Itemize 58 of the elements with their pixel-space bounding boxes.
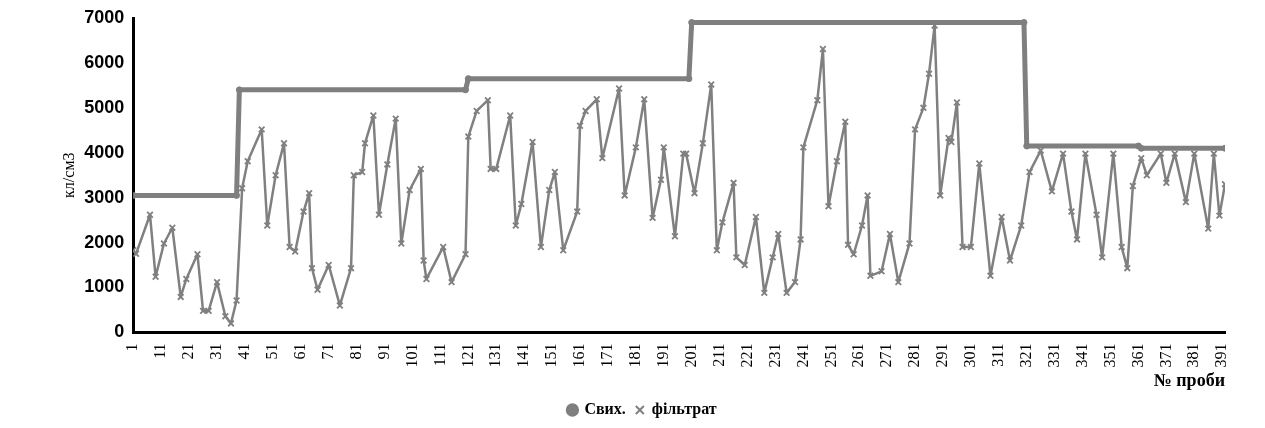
x-tick-label: 101 — [402, 343, 420, 368]
x-tick-label: 41 — [235, 343, 253, 360]
y-tick-label: 2000 — [84, 231, 125, 252]
x-tick-label: 301 — [961, 343, 979, 368]
y-tick-label: 1000 — [84, 276, 125, 297]
x-tick-label: 241 — [793, 343, 811, 368]
x-tick-label: 361 — [1128, 343, 1146, 368]
x-tick-label: 121 — [458, 343, 476, 368]
point — [1023, 142, 1031, 150]
x-tick-label: 371 — [1156, 343, 1174, 368]
y-tick-label: 3000 — [84, 186, 125, 207]
point — [464, 75, 472, 83]
point — [1020, 18, 1028, 26]
x-tick-label: 61 — [290, 343, 308, 360]
x-tick-label: 171 — [598, 343, 616, 368]
y-axis-title: кл/см3 — [59, 152, 77, 198]
x-tick-label: 21 — [179, 343, 197, 360]
x-tick-label: 181 — [626, 343, 644, 368]
x-tick-label: 151 — [542, 343, 560, 368]
x-tick-label: 11 — [151, 343, 169, 359]
x-tick-label: 251 — [821, 343, 839, 368]
y-tick-label: 6000 — [84, 51, 125, 72]
x-tick-label: 131 — [486, 343, 504, 368]
x-tick-label: 281 — [905, 343, 923, 368]
x-tick-label: 211 — [709, 343, 727, 367]
x-tick-label: 331 — [1044, 343, 1062, 368]
x-tick-label: 291 — [933, 343, 951, 368]
x-tick-label: 231 — [765, 343, 783, 368]
x-tick-label: 201 — [681, 343, 699, 368]
y-tick-label: 5000 — [84, 96, 125, 117]
legend-label: фільтрат — [651, 400, 717, 419]
x-tick-label: 141 — [514, 343, 532, 368]
legend-label: Свих. — [584, 400, 626, 418]
x-tick-label: 311 — [989, 343, 1007, 367]
x-tick-label: 351 — [1100, 343, 1118, 368]
y-tick-label: 7000 — [84, 6, 125, 27]
y-tick-label: 0 — [114, 321, 125, 342]
point — [462, 86, 470, 94]
x-tick-label: 1 — [123, 343, 141, 352]
y-tick-label: 4000 — [84, 141, 125, 162]
x-tick-label: 271 — [877, 343, 895, 368]
x-tick-label: 341 — [1072, 343, 1090, 368]
x-tick-label: 81 — [346, 343, 364, 360]
point — [685, 75, 693, 83]
point — [235, 86, 243, 94]
x-tick-label: 221 — [737, 343, 755, 368]
x-tick-label: 31 — [207, 343, 225, 360]
x-tick-label: 321 — [1016, 343, 1034, 368]
x-tick-label: 381 — [1184, 343, 1202, 368]
x-tick-label: 261 — [849, 343, 867, 368]
x-tick-label: 161 — [570, 343, 588, 368]
x-tick-label: 191 — [653, 343, 671, 368]
x-tick-label: 91 — [374, 343, 392, 360]
x-tick-label: 71 — [318, 343, 336, 360]
x-tick-label: 391 — [1212, 343, 1230, 368]
x-axis-title: № проби — [1153, 369, 1225, 390]
x-tick-label: 111 — [430, 343, 448, 367]
x-tick-label: 51 — [263, 343, 281, 360]
